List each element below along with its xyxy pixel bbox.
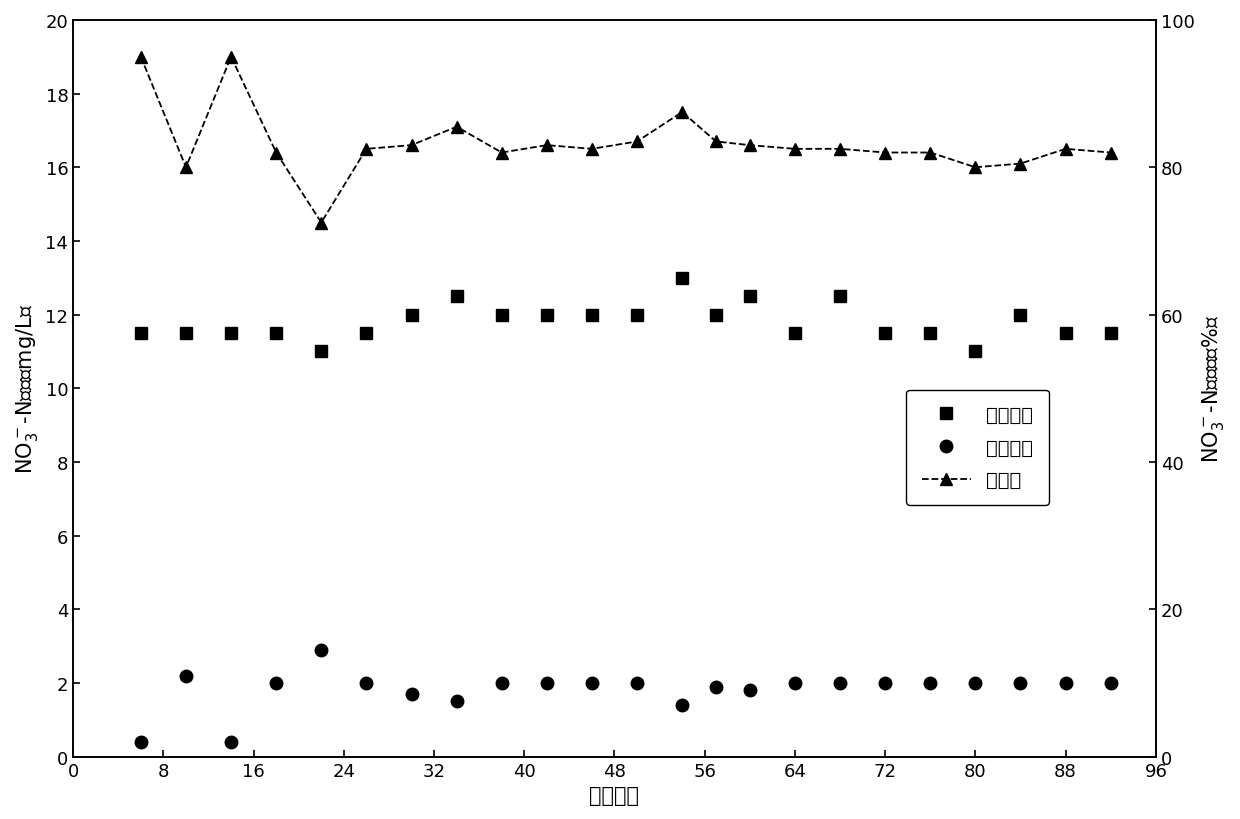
Y-axis label: NO$_3^-$-N浓度（mg/L）: NO$_3^-$-N浓度（mg/L） xyxy=(14,304,40,473)
Y-axis label: NO$_3^-$-N去除率（%）: NO$_3^-$-N去除率（%） xyxy=(1200,314,1226,463)
X-axis label: 运行天数: 运行天数 xyxy=(589,785,640,805)
Legend: 进水浓度, 出水浓度, 去除率: 进水浓度, 出水浓度, 去除率 xyxy=(906,390,1049,505)
